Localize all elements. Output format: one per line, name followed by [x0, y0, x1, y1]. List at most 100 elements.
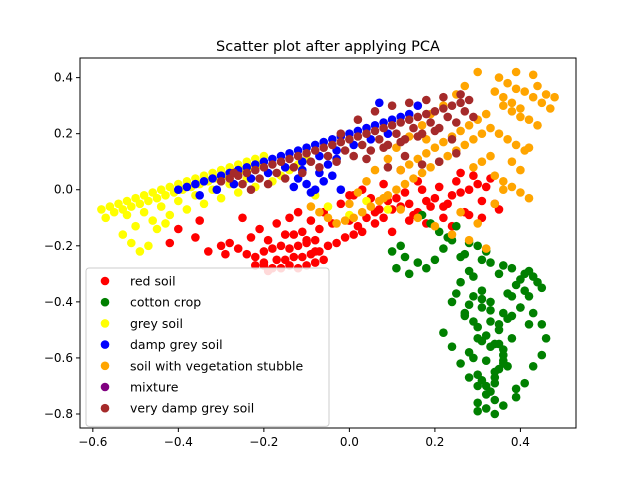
point: [473, 370, 483, 380]
point: [456, 90, 465, 99]
point: [323, 160, 333, 169]
point: [396, 137, 406, 147]
y-tick-label: 0.2: [54, 127, 73, 141]
point: [280, 174, 290, 183]
point: [165, 210, 175, 220]
point: [439, 92, 448, 102]
point: [507, 334, 517, 343]
point: [541, 90, 551, 99]
point: [469, 292, 478, 301]
legend-label: very damp grey soil: [130, 401, 254, 416]
point: [499, 308, 508, 318]
point: [507, 311, 517, 321]
point: [494, 339, 504, 349]
point: [499, 261, 508, 270]
point: [370, 165, 380, 175]
point: [306, 202, 316, 211]
point: [477, 286, 487, 296]
point: [430, 107, 440, 116]
point: [439, 213, 448, 223]
point: [216, 177, 226, 186]
point: [332, 219, 341, 228]
point: [533, 121, 542, 130]
point: [524, 143, 534, 152]
point: [417, 121, 427, 130]
point: [464, 210, 474, 220]
point: [191, 233, 200, 242]
point: [486, 317, 495, 326]
point: [452, 149, 461, 158]
point: [246, 185, 256, 194]
point: [460, 81, 470, 91]
point: [195, 216, 204, 225]
legend-marker: [100, 276, 110, 286]
y-tick-label: −0.2: [44, 239, 73, 253]
point: [516, 104, 525, 113]
point: [268, 160, 277, 169]
chart-title: Scatter plot after applying PCA: [216, 39, 440, 55]
point: [477, 303, 487, 312]
point: [469, 317, 478, 326]
point: [396, 241, 406, 251]
point: [516, 188, 525, 197]
point: [439, 328, 448, 338]
y-tick-label: −0.4: [44, 295, 73, 309]
point: [379, 193, 388, 203]
axis-ticks: −0.6 −0.4 −0.2 0.0 0.2 0.4 −0.8 −0.6 −0.4 −0.2 0.0…: [44, 71, 530, 449]
point: [452, 289, 461, 298]
point: [387, 121, 397, 130]
point: [503, 135, 512, 144]
point: [452, 221, 461, 231]
point: [447, 230, 457, 239]
point: [319, 255, 329, 265]
point: [434, 182, 444, 192]
legend-label: damp grey soil: [130, 337, 223, 352]
point: [494, 129, 504, 138]
point: [379, 123, 388, 133]
point: [156, 202, 166, 211]
legend-marker: [100, 340, 110, 349]
point: [524, 320, 534, 329]
point: [464, 121, 474, 130]
point: [323, 151, 333, 161]
point: [174, 185, 183, 194]
point: [345, 135, 354, 144]
point: [507, 157, 517, 166]
point: [413, 112, 423, 122]
point: [328, 171, 337, 180]
point: [353, 221, 363, 231]
point: [490, 409, 500, 419]
point: [499, 401, 508, 410]
point: [340, 146, 350, 155]
point: [332, 238, 341, 248]
point: [426, 118, 435, 127]
point: [473, 406, 483, 416]
point: [310, 247, 320, 256]
point: [490, 171, 500, 180]
point: [315, 207, 324, 217]
point: [255, 174, 264, 183]
legend-label: mixture: [130, 380, 179, 395]
point: [302, 149, 311, 158]
point: [469, 272, 478, 281]
point: [507, 98, 517, 108]
point: [473, 219, 483, 228]
point: [400, 179, 410, 189]
point: [464, 348, 474, 357]
point: [353, 115, 363, 124]
point: [285, 213, 294, 223]
point: [400, 151, 410, 161]
point: [225, 238, 234, 248]
point: [349, 230, 359, 239]
point: [182, 205, 192, 214]
point: [289, 252, 299, 262]
point: [233, 188, 243, 197]
point: [216, 193, 226, 203]
point: [481, 109, 491, 119]
point: [511, 67, 521, 77]
point: [481, 404, 491, 413]
point: [396, 165, 406, 175]
point: [242, 168, 252, 178]
point: [366, 202, 376, 211]
